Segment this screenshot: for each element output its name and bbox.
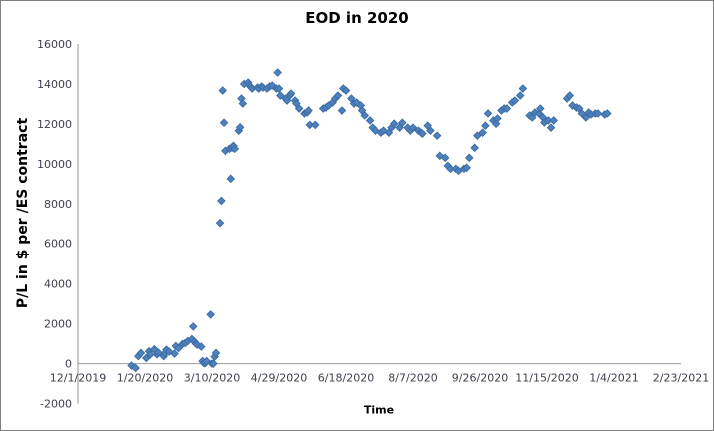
y-tick-label: -2000 [40,398,72,411]
data-point [577,109,587,118]
x-tick-label: 6/18/2020 [318,372,374,385]
data-point [341,86,351,95]
chart-title: EOD in 2020 [305,9,409,27]
x-tick-label: 9/26/2020 [452,372,508,385]
data-point [408,123,418,132]
y-tick-label: 14000 [37,78,72,91]
data-point [478,128,487,137]
x-tick-label: 11/15/2020 [515,372,578,385]
data-point [462,163,471,173]
data-point [127,361,136,370]
data-point [219,118,229,127]
data-point [426,126,435,135]
data-point [389,119,399,128]
y-tick-label: 6000 [44,238,72,251]
data-point [273,68,282,77]
data-point [470,143,479,153]
x-axis-title: Time [363,403,395,417]
data-point [136,348,146,358]
data-point [230,144,240,154]
data-point [473,131,482,140]
data-point [188,322,198,331]
data-point [493,114,502,123]
data-point [211,348,221,358]
data-point [481,121,490,130]
data-point [209,359,218,368]
x-tick-label: 8/7/2020 [388,372,437,385]
x-tick-label: 4/29/2020 [251,372,307,385]
data-point [491,119,501,128]
data-point [565,91,575,100]
data-point [174,343,183,353]
data-points [127,68,612,373]
x-tick-label: 3/10/2020 [184,372,240,385]
data-point [602,109,612,118]
data-point [483,109,493,118]
data-point [432,131,442,140]
data-point [397,118,407,127]
data-point [549,116,559,125]
x-tick-label: 1/20/2020 [117,372,173,385]
data-point [593,109,603,118]
data-point [464,153,474,163]
data-point [170,349,179,358]
data-point [337,106,347,115]
y-tick-label: 4000 [44,278,72,291]
y-tick-label: 8000 [44,198,72,211]
data-point [502,104,512,113]
data-point [333,91,343,100]
data-point [206,310,215,319]
data-point [418,129,427,138]
y-tick-label: 12000 [37,118,72,131]
data-point [274,84,284,93]
data-point [192,340,202,349]
data-point [365,116,375,125]
data-point [196,342,206,351]
y-tick-label: 16000 [37,38,72,51]
data-point [510,96,520,105]
data-point [518,84,528,93]
data-point [534,109,544,118]
data-point [515,91,525,100]
x-tick-label: 12/1/2019 [50,372,106,385]
data-point [238,99,248,108]
data-point [352,98,362,107]
x-tick-label: 1/4/2021 [589,372,638,385]
data-point [217,196,226,206]
data-point [226,174,236,184]
y-tick-label: 2000 [44,318,72,331]
data-point [310,120,320,130]
data-point [440,153,450,163]
data-point [131,363,140,373]
data-point [215,218,225,228]
data-point [146,350,155,359]
data-point [276,91,285,100]
data-point [294,104,304,113]
y-tick-label: 0 [65,358,72,371]
data-point [535,104,545,113]
data-point [286,89,296,98]
x-tick-label: 2/23/2021 [653,372,709,385]
data-point [218,86,228,95]
data-point [235,122,245,132]
data-point [360,111,370,120]
y-tick-label: 10000 [37,158,72,171]
data-point [154,348,163,357]
data-point [304,106,313,115]
data-point [546,123,556,132]
